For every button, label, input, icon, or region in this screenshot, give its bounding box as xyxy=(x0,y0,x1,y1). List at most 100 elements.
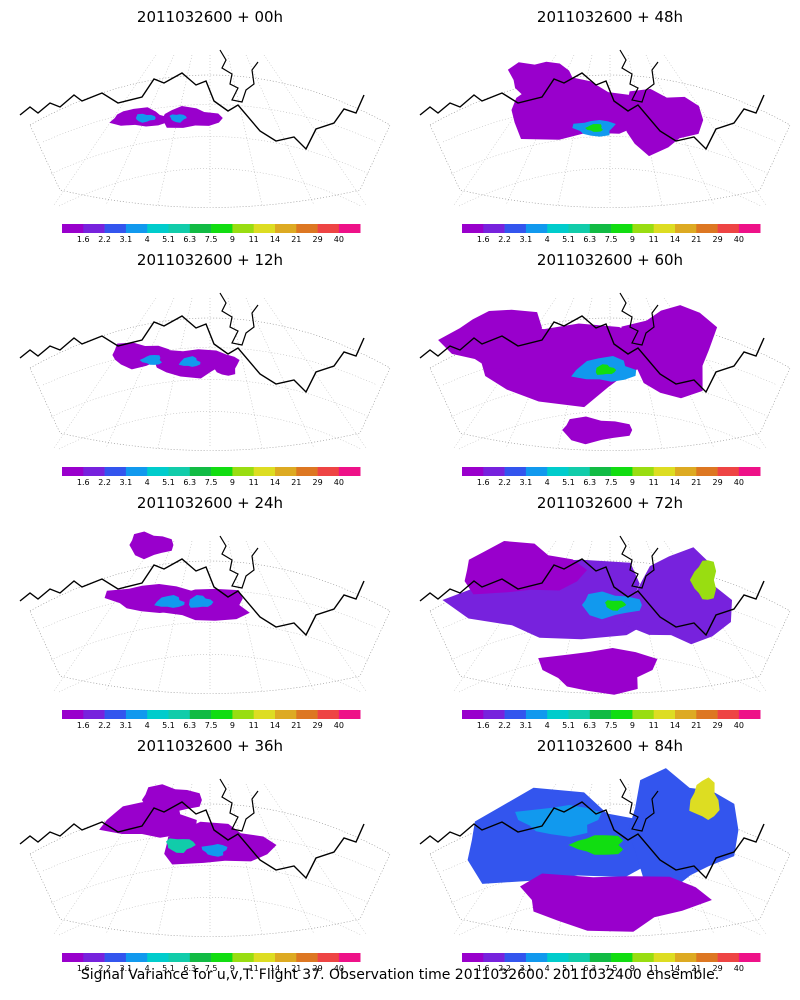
colorbar-swatch xyxy=(317,710,340,719)
colorbar-swatch xyxy=(611,467,633,476)
colorbar-swatch xyxy=(675,953,697,962)
variance-contour-fill xyxy=(154,595,185,608)
colorbar-tick-label: 1.6 xyxy=(477,235,490,244)
coastline xyxy=(419,801,765,880)
colorbar-swatch xyxy=(611,710,633,719)
panel-title: 2011032600 + 12h xyxy=(137,251,283,269)
colorbar-swatch xyxy=(83,710,105,719)
figure-caption: Signal Variance for u,v,T. Flight 37. Ob… xyxy=(80,967,720,983)
colorbar-swatch xyxy=(189,224,212,233)
colorbar-swatch xyxy=(275,467,297,476)
colorbar-swatch xyxy=(168,224,191,233)
arctic-islands-coastline xyxy=(619,49,659,103)
panel-title: 2011032600 + 60h xyxy=(537,251,683,269)
colorbar-swatch xyxy=(253,224,276,233)
colorbar-swatch xyxy=(483,467,505,476)
coastline xyxy=(419,72,765,151)
colorbar-tick-label: 11 xyxy=(249,964,259,973)
graticule-arc xyxy=(50,136,370,175)
colorbar-swatch xyxy=(547,710,569,719)
colorbar-tick-label: 14 xyxy=(670,478,680,487)
coastline xyxy=(419,315,765,394)
map-panel-48h: 2011032600 + 48h 1.6 2.2 3.1 4 5.1 6.3 7.5 9 11 14… xyxy=(419,8,791,244)
variance-contour-fill xyxy=(538,648,658,695)
variance-contour-fill xyxy=(689,560,717,600)
colorbar-tick-label: 2.2 xyxy=(98,235,111,244)
variance-contour-fill xyxy=(507,61,574,104)
colorbar-swatch xyxy=(653,224,676,233)
map-panel-24h: 2011032600 + 24h 1.6 2.2 3.1 4 5.1 6.3 7.5 9 11 14… xyxy=(19,494,391,730)
colorbar-swatch xyxy=(296,224,318,233)
colorbar-tick-label: 5.1 xyxy=(562,964,575,973)
map-panel-36h: 2011032600 + 36h 1.6 2.2 3.1 4 5.1 6.3 7.5 9 11 14… xyxy=(19,737,391,973)
colorbar-swatch xyxy=(504,467,527,476)
colorbar-swatch xyxy=(83,953,105,962)
colorbar-swatch xyxy=(338,224,361,233)
colorbar-tick-label: 6.3 xyxy=(583,478,596,487)
colorbar-swatch xyxy=(483,953,505,962)
colorbar-swatch xyxy=(211,710,233,719)
variance-contour-fill xyxy=(689,777,720,820)
colorbar-tick-label: 6.3 xyxy=(583,721,596,730)
colorbar-swatch xyxy=(168,710,191,719)
meridian-line xyxy=(245,783,315,935)
colorbar-swatch xyxy=(675,224,697,233)
colorbar-swatch xyxy=(547,467,569,476)
panel-title: 2011032600 + 48h xyxy=(537,8,683,26)
panel-title: 2011032600 + 36h xyxy=(137,737,283,755)
colorbar-swatch xyxy=(568,467,591,476)
colorbar-swatch xyxy=(275,710,297,719)
colorbar-tick-label: 11 xyxy=(649,721,659,730)
colorbar-tick-label: 6.3 xyxy=(183,721,196,730)
variance-contour-fill xyxy=(178,356,201,367)
colorbar-swatch xyxy=(168,467,191,476)
colorbar-tick-label: 5.1 xyxy=(162,964,175,973)
colorbar-tick-label: 3.1 xyxy=(520,478,533,487)
arctic-islands-coastline xyxy=(619,778,659,832)
colorbar-swatch xyxy=(738,467,761,476)
colorbar-tick-label: 29 xyxy=(713,721,723,730)
panel-title: 2011032600 + 24h xyxy=(137,494,283,512)
colorbar-swatch xyxy=(275,953,297,962)
variance-contour-fill xyxy=(162,106,223,128)
colorbar-tick-label: 9 xyxy=(630,721,635,730)
colorbar-swatch xyxy=(653,710,676,719)
colorbar-tick-label: 2.2 xyxy=(498,478,511,487)
colorbar-tick-label: 1.6 xyxy=(77,235,90,244)
colorbar-swatch xyxy=(62,710,84,719)
colorbar-tick-label: 21 xyxy=(291,964,301,973)
panel-title: 2011032600 + 84h xyxy=(537,737,683,755)
colorbar-swatch xyxy=(653,953,676,962)
colorbar-swatch xyxy=(296,953,318,962)
colorbar-swatch xyxy=(62,467,84,476)
colorbar-swatch xyxy=(232,953,254,962)
variance-contour-fill xyxy=(605,600,627,611)
colorbar-tick-label: 3.1 xyxy=(520,721,533,730)
colorbar-tick-label: 7.5 xyxy=(205,478,218,487)
variance-contour-fill xyxy=(188,595,214,608)
colorbar-swatch xyxy=(253,710,276,719)
colorbar-tick-label: 7.5 xyxy=(605,235,618,244)
colorbar-tick-label: 21 xyxy=(291,235,301,244)
colorbar-tick-label: 29 xyxy=(313,235,323,244)
colorbar-swatch xyxy=(738,224,761,233)
colorbar-tick-label: 40 xyxy=(334,478,344,487)
colorbar-tick-label: 5.1 xyxy=(162,235,175,244)
graticule-arc xyxy=(450,865,770,904)
colorbar-tick-label: 1.6 xyxy=(77,721,90,730)
meridian-line xyxy=(105,54,175,206)
colorbar-tick-label: 2.2 xyxy=(98,964,111,973)
colorbar-swatch xyxy=(275,224,297,233)
colorbar-swatch xyxy=(632,224,654,233)
colorbar-tick-label: 2.2 xyxy=(498,721,511,730)
colorbar-swatch xyxy=(462,467,484,476)
arctic-islands-coastline xyxy=(219,49,259,103)
colorbar-swatch xyxy=(62,224,84,233)
colorbar-tick-label: 21 xyxy=(691,721,701,730)
colorbar-swatch xyxy=(504,224,527,233)
meridian-line xyxy=(105,297,175,449)
colorbar-tick-label: 40 xyxy=(734,478,744,487)
colorbar-swatch xyxy=(611,953,633,962)
colorbar-swatch xyxy=(189,467,212,476)
colorbar-tick-label: 29 xyxy=(313,478,323,487)
